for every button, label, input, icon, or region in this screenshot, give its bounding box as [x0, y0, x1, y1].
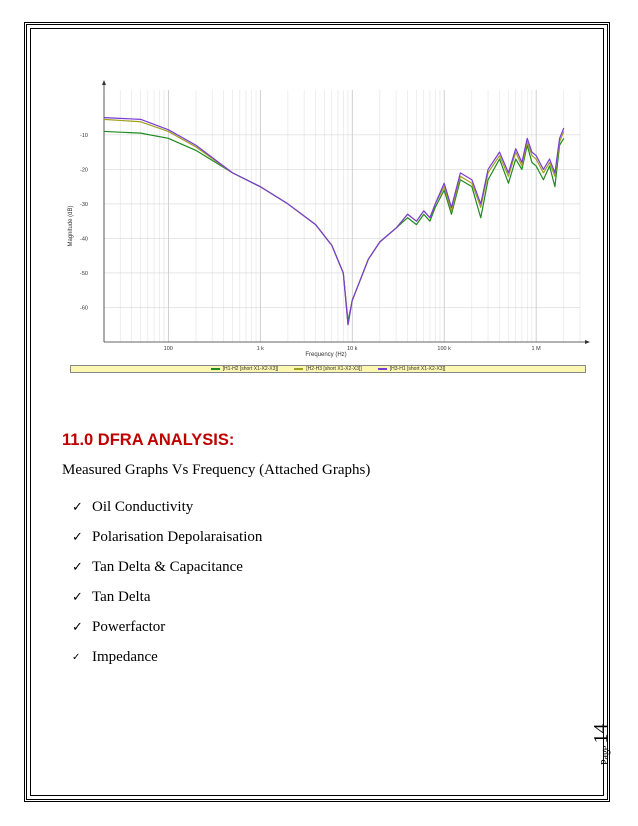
chart-axes: -10 -20 -30 -40 -50 -60 100 1 k 10 k 100 k 1 M [80, 80, 590, 352]
list-item-label: Tan Delta [92, 588, 151, 605]
list-item: ✓ Oil Conductivity [72, 492, 262, 522]
page-border-outer [24, 22, 610, 802]
checkmark-icon: ✓ [72, 559, 83, 575]
x-tick-label: 100 [164, 346, 173, 352]
checkmark-icon: ✓ [72, 589, 83, 605]
chart-series [103, 117, 565, 326]
list-item: ✓ Tan Delta [72, 582, 262, 612]
y-tick-label: -60 [80, 305, 88, 311]
legend-item: [H3-H1 [short X1-X2-X3]] [377, 366, 446, 372]
y-tick-label: -40 [80, 236, 88, 242]
legend-label: [H3-H1 [short X1-X2-X3]] [389, 366, 446, 372]
list-item-label: Powerfactor [92, 618, 166, 635]
series-line-3 [103, 117, 565, 326]
checkmark-icon: ✓ [72, 499, 83, 515]
y-axis-label: Magnitude (dB) [68, 205, 74, 246]
y-tick-label: -20 [80, 167, 88, 173]
checkmark-icon: ✓ [72, 619, 83, 635]
x-tick-label: 10 k [347, 346, 358, 352]
page-word: Page [600, 745, 611, 765]
list-item-label: Polarisation Depolaraisation [92, 528, 263, 545]
list-item-label: Impedance [92, 648, 158, 665]
x-tick-label: 1 k [257, 346, 265, 352]
legend-label: [H2-H3 [short X1-X2-X3]] [306, 366, 362, 372]
chart-grid [103, 90, 581, 342]
legend-item: [H2-H3 [short X1-X2-X3]] [294, 366, 362, 372]
x-tick-label: 1 M [532, 346, 542, 352]
y-tick-label: -10 [80, 133, 88, 139]
chart-legend: [H1-H2 [short X1-X2-X3]] [H2-H3 [short X… [70, 365, 586, 373]
page-border-inner [30, 28, 604, 796]
checkmark-icon: ✓ [72, 651, 81, 663]
legend-swatch [294, 368, 304, 370]
y-tick-label: -50 [80, 271, 88, 277]
list-item: ✓ Polarisation Depolaraisation [72, 522, 262, 552]
list-item: ✓ Tan Delta & Capacitance [72, 552, 262, 582]
legend-label: [H1-H2 [short X1-X2-X3]] [222, 366, 279, 372]
dfra-magnitude-chart: -10 -20 -30 -40 -50 -60 100 1 k 10 k 100 k 1 M Fre… [68, 80, 590, 358]
checkmark-icon: ✓ [72, 529, 83, 545]
legend-swatch [377, 368, 387, 370]
y-axis-arrow [102, 80, 106, 85]
checklist: ✓ Oil Conductivity ✓ Polarisation Depolara… [72, 492, 262, 672]
x-axis-arrow [585, 340, 590, 344]
section-intro: Measured Graphs Vs Frequency (Attached G… [62, 462, 371, 478]
y-tick-label: -30 [80, 202, 88, 208]
list-item-label: Oil Conductivity [92, 498, 194, 515]
legend-item: [H1-H2 [short X1-X2-X3]] [210, 366, 279, 372]
x-tick-label: 100 k [437, 346, 451, 352]
list-item-label: Tan Delta & Capacitance [92, 558, 243, 575]
page-number: Page 14 [561, 723, 612, 765]
series-line-2 [103, 118, 565, 326]
legend-swatch [210, 368, 220, 370]
x-axis-label: Frequency (Hz) [305, 352, 346, 358]
list-item: ✓ Impedance [72, 642, 262, 672]
page-digit: 14 [590, 723, 612, 744]
list-item: ✓ Powerfactor [72, 612, 262, 642]
section-title: 11.0 DFRA ANALYSIS: [62, 431, 235, 449]
